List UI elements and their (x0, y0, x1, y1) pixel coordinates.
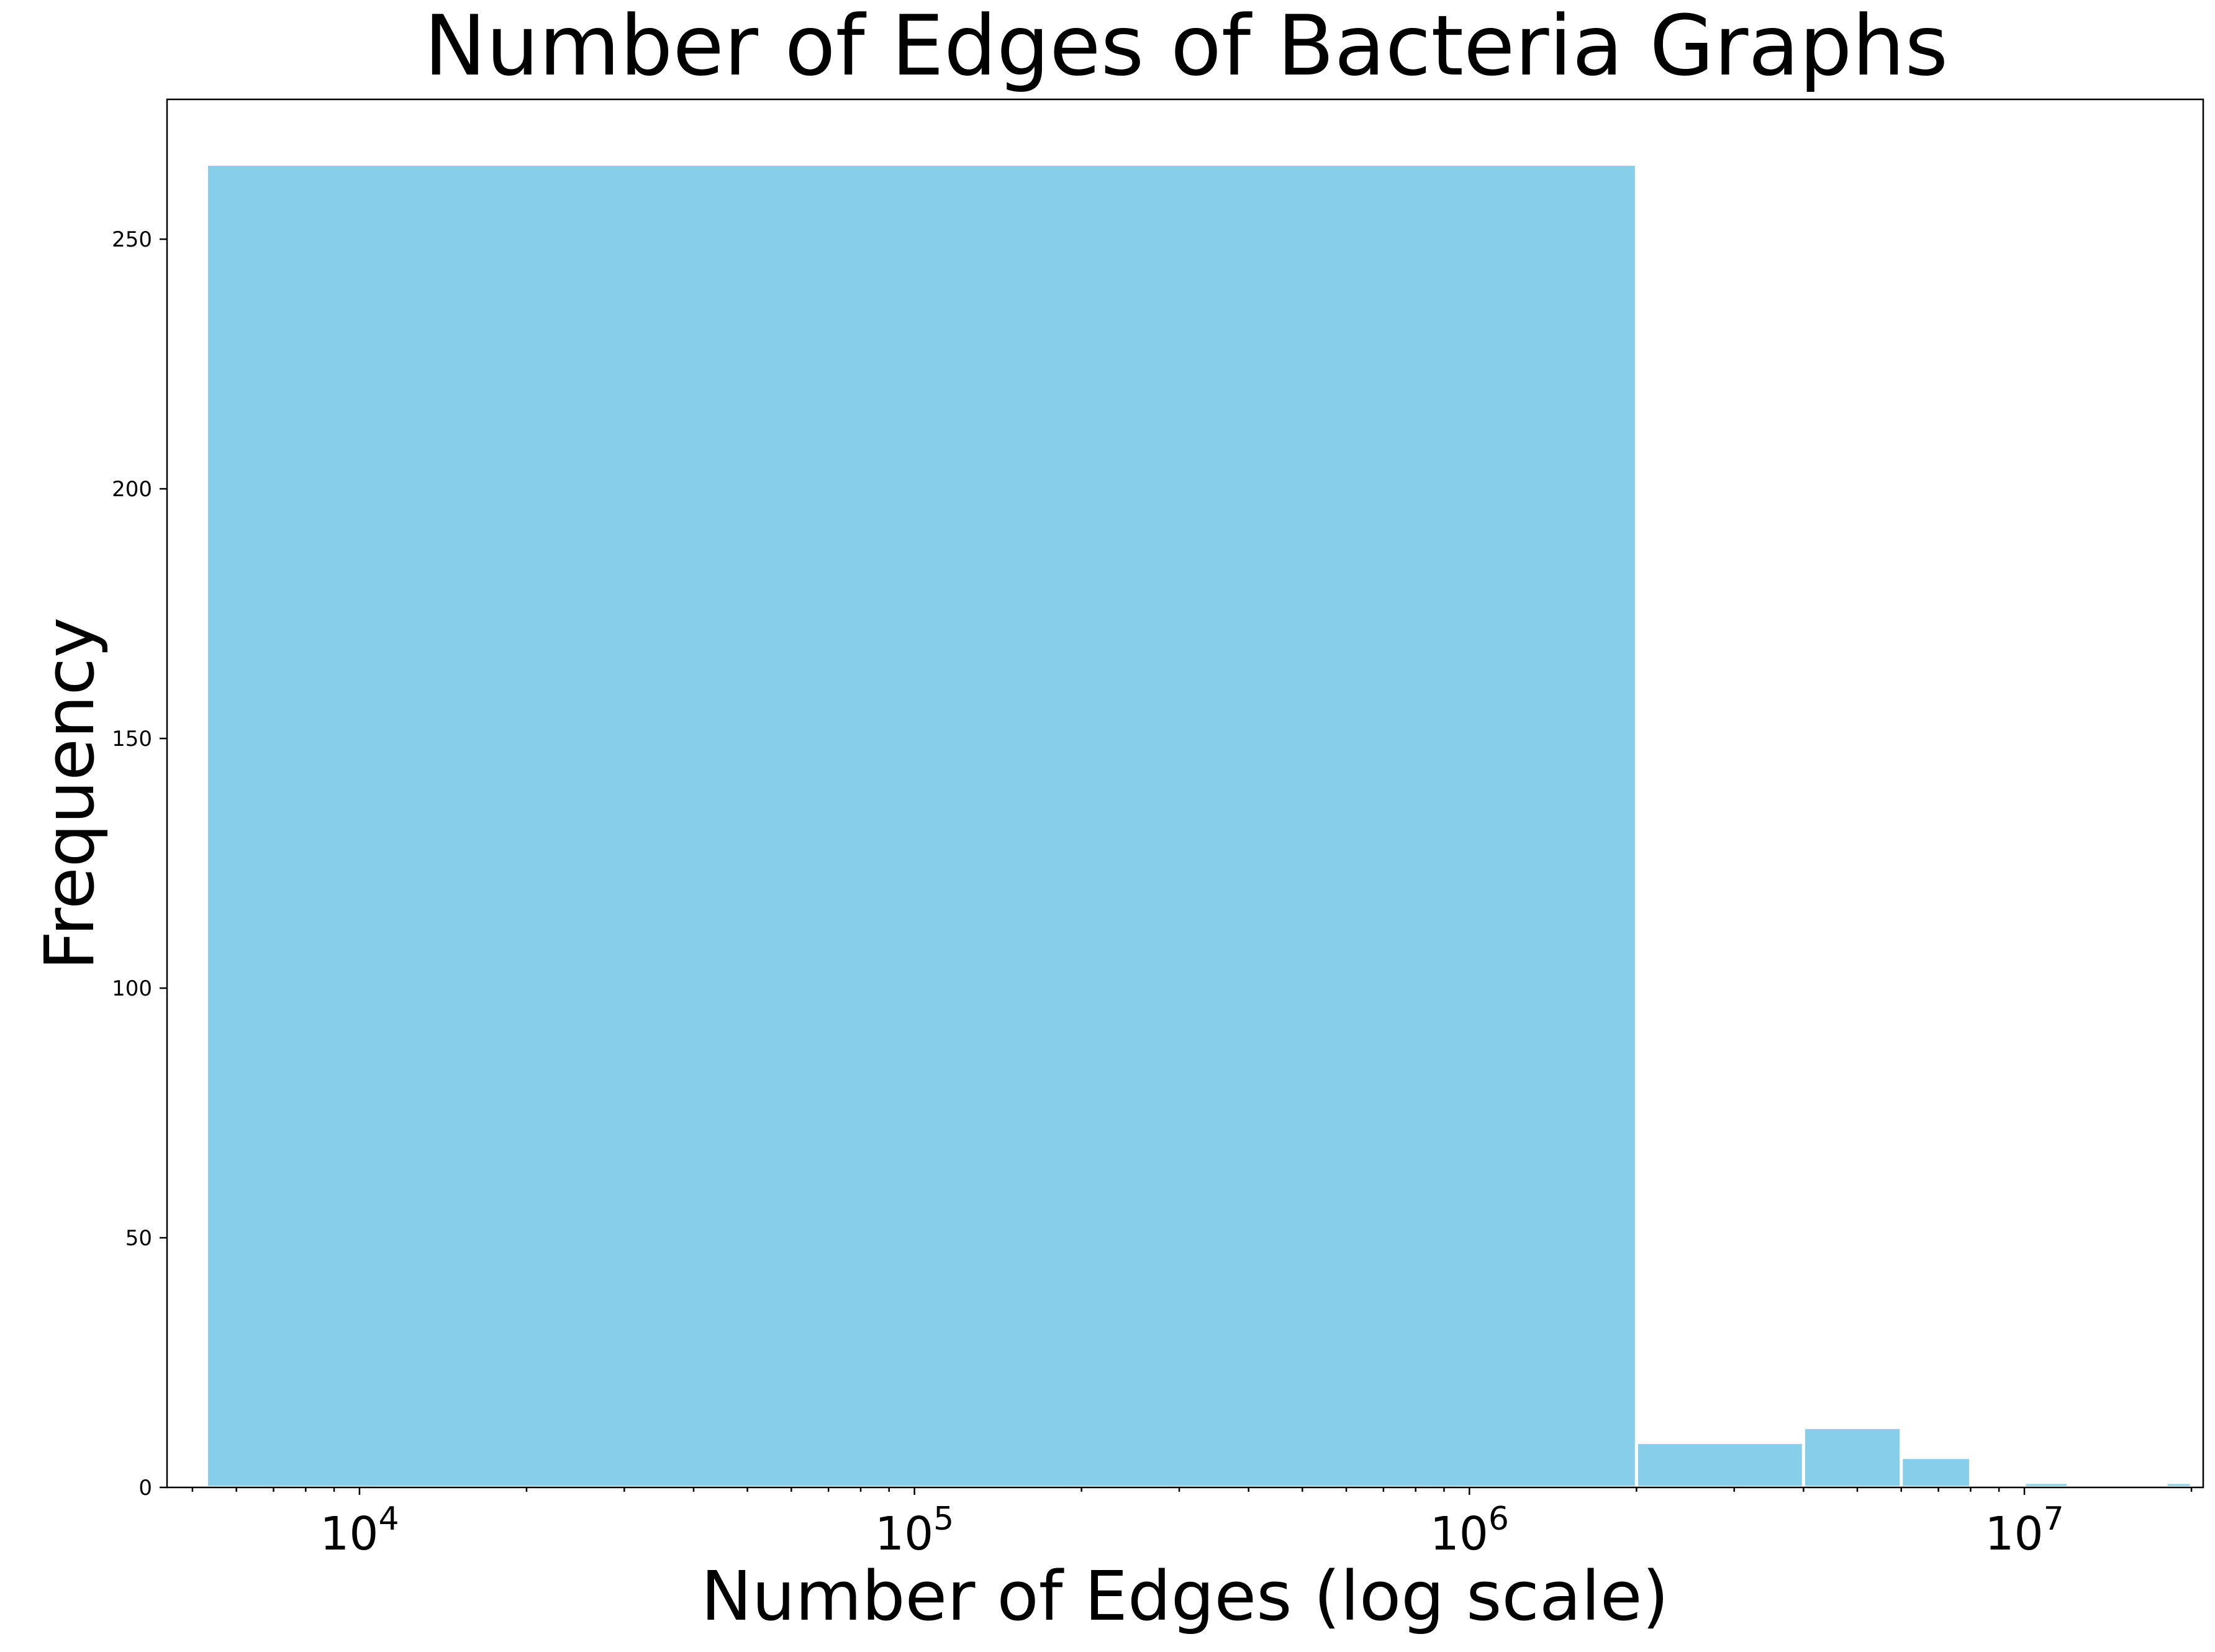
chart-title: Number of Edges of Bacteria Graphs (424, 0, 1949, 94)
histogram-bar-1 (1634, 1441, 1805, 1489)
y-tick-label-0: 0 (138, 1476, 152, 1500)
y-tick-label-4: 200 (112, 477, 152, 502)
y-tick-label-2: 100 (112, 976, 152, 1001)
y-tick-label-3: 150 (112, 727, 152, 751)
x-tick-label-3: 107 (1985, 1500, 2063, 1561)
x-axis-ticks: 104 105 106 107 (320, 1487, 2064, 1561)
histogram-bar-3 (1900, 1456, 1972, 1489)
y-tick-label-5: 250 (112, 227, 152, 252)
y-tick-label-1: 50 (125, 1226, 152, 1251)
bars-group (205, 163, 2193, 1489)
histogram-bar-2 (1801, 1426, 1903, 1489)
axes-frame (166, 98, 2204, 1489)
y-axis-ticks: 0 50 100 150 200 250 (112, 227, 167, 1500)
y-axis-label: Frequency (30, 617, 109, 970)
x-tick-label-0: 104 (320, 1500, 399, 1561)
x-tick-label-1: 105 (875, 1500, 954, 1561)
x-axis-label: Number of Edges (log scale) (701, 1556, 1669, 1636)
histogram-bar-0 (205, 163, 1638, 1489)
x-tick-label-2: 106 (1430, 1500, 1509, 1561)
